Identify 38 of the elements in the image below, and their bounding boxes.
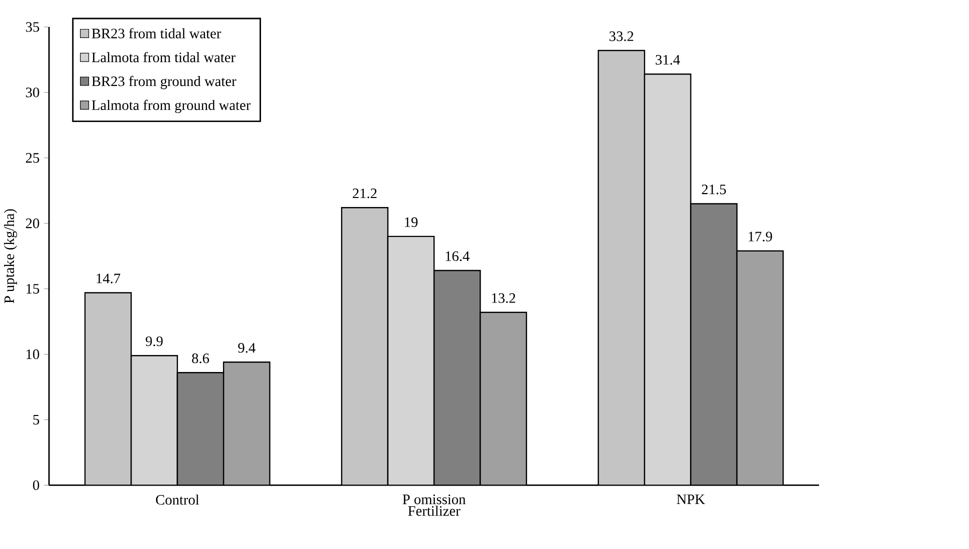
data-label: 9.4 — [238, 343, 256, 353]
bar — [644, 73, 692, 486]
data-label: 8.6 — [192, 353, 210, 364]
data-label: 19 — [405, 217, 418, 228]
y-axis-title: P uptake (kg/ha) — [4, 209, 18, 304]
data-label: 16.4 — [446, 251, 470, 262]
x-axis-title: Fertilizer — [408, 506, 460, 516]
bar — [130, 354, 178, 486]
bar — [341, 207, 388, 486]
x-tick-label: Control — [156, 494, 200, 505]
data-label: 21.5 — [702, 184, 726, 194]
legend-label: BR23 from tidal water — [92, 28, 222, 38]
bar — [598, 50, 646, 486]
legend-label: Lalmota from tidal water — [92, 52, 236, 62]
y-tick-label: 30 — [26, 88, 40, 98]
data-label: 13.2 — [492, 293, 516, 304]
data-label: 33.2 — [610, 31, 634, 42]
y-tick-label: 25 — [26, 153, 40, 163]
bar — [387, 236, 435, 486]
data-label: 17.9 — [748, 232, 772, 242]
y-tick-label: 5 — [33, 414, 40, 425]
y-tick-label: 10 — [26, 349, 40, 360]
bar — [84, 292, 132, 486]
y-tick-label: 35 — [26, 22, 40, 32]
bar — [433, 270, 481, 486]
bar — [690, 203, 738, 486]
y-tick-label: 20 — [26, 218, 40, 228]
x-tick-label: P omission — [402, 494, 466, 504]
data-label: 9.9 — [146, 336, 163, 346]
data-label: 31.4 — [656, 54, 680, 65]
data-label: 14.7 — [96, 274, 120, 284]
y-tick-label: 15 — [26, 284, 40, 294]
legend-label: Lalmota from ground water — [92, 100, 251, 114]
bar — [176, 372, 224, 486]
y-tick-label: 0 — [33, 480, 40, 490]
x-tick-label: NPK — [676, 494, 705, 504]
legend-label: BR23 from ground water — [92, 76, 236, 90]
data-label: 21.2 — [352, 188, 377, 198]
